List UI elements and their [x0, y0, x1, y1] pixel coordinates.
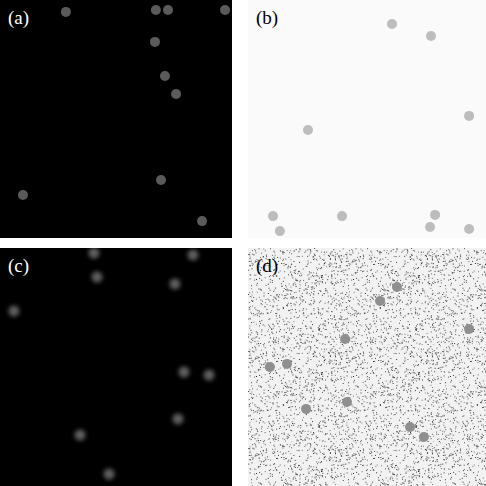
point [156, 175, 166, 185]
point [342, 397, 352, 407]
panel-label: (d) [256, 255, 278, 277]
point [282, 359, 292, 369]
point [104, 469, 115, 480]
point [303, 125, 313, 135]
point [169, 278, 180, 289]
background [248, 0, 486, 238]
point [464, 224, 474, 234]
background [0, 0, 232, 238]
point [18, 190, 28, 200]
background [248, 248, 486, 486]
point [387, 19, 397, 29]
point [197, 216, 207, 226]
point [340, 334, 350, 344]
points [265, 282, 474, 442]
point [464, 324, 474, 334]
point [301, 404, 311, 414]
point [171, 89, 181, 99]
point [151, 5, 161, 15]
point [8, 306, 19, 317]
panel: (d) [248, 248, 486, 486]
noise-texture [248, 248, 486, 486]
point [61, 7, 71, 17]
points [8, 248, 214, 480]
point [204, 370, 215, 381]
panel-label: (a) [8, 7, 29, 29]
panel: (a) [0, 0, 232, 238]
point [150, 37, 160, 47]
point [337, 211, 347, 221]
point [425, 222, 435, 232]
point [88, 248, 99, 259]
point [426, 31, 436, 41]
background [0, 248, 232, 486]
points [268, 19, 474, 236]
point [163, 5, 173, 15]
point [188, 249, 199, 260]
point [419, 432, 429, 442]
points [18, 5, 230, 226]
panel-label: (c) [8, 255, 29, 277]
point [178, 367, 189, 378]
point [75, 430, 86, 441]
point [392, 282, 402, 292]
panel: (c) [0, 248, 232, 486]
point [405, 422, 415, 432]
figure: (a) (b) (c) (d) [0, 0, 486, 486]
point [375, 296, 385, 306]
point [265, 362, 275, 372]
point [430, 210, 440, 220]
point [172, 413, 183, 424]
point [160, 71, 170, 81]
panel-label: (b) [256, 7, 278, 29]
panel: (b) [248, 0, 486, 238]
point [275, 226, 285, 236]
point [464, 111, 474, 121]
point [268, 211, 278, 221]
point [91, 272, 102, 283]
point [220, 5, 230, 15]
